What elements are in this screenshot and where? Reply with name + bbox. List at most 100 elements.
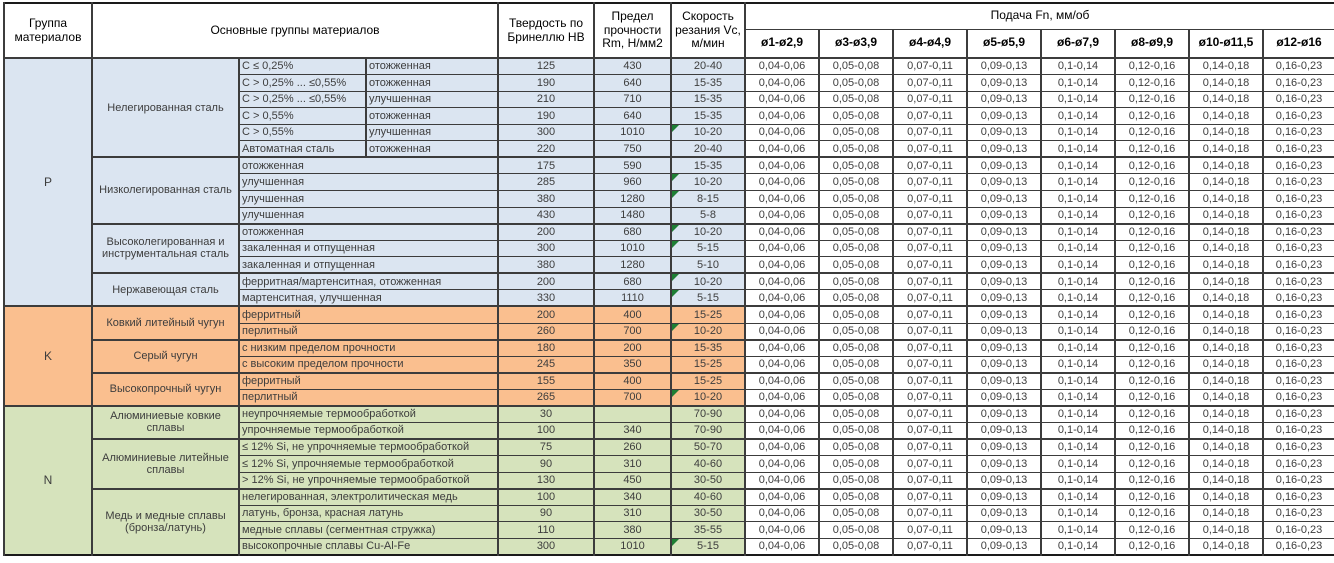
table-row: Высокопрочный чугун ферритный 155 400 15-25 0… bbox=[4, 371, 1334, 407]
cell-feed-value: 0,14-0,18 bbox=[1188, 537, 1264, 556]
cell-feed-value: 0,14-0,18 bbox=[1188, 421, 1264, 440]
cell-feed-value: 0,07-0,11 bbox=[892, 388, 968, 407]
table-row: Серый чугун с низким пределом прочности 18… bbox=[4, 338, 1334, 374]
cell-strength-rm: 1110 bbox=[593, 289, 672, 307]
cell-feed-value: 0,04-0,06 bbox=[744, 90, 820, 109]
cell-material-description: неупрочняемые термообработкой bbox=[238, 404, 499, 423]
cell-feed-value: 0,1-0,14 bbox=[1040, 107, 1116, 125]
cell-feed-value: 0,04-0,06 bbox=[744, 57, 820, 76]
cell-feed-value: 0,14-0,18 bbox=[1188, 57, 1264, 76]
cell-feed-value: 0,16-0,23 bbox=[1261, 487, 1334, 506]
cell-feed-value: 0,05-0,08 bbox=[818, 173, 894, 191]
cell-feed-value: 0,14-0,18 bbox=[1188, 289, 1264, 307]
cell-feed-value: 0,12-0,16 bbox=[1114, 107, 1190, 125]
cell-hardness-hb: 110 bbox=[497, 521, 595, 539]
cell-hardness-hb: 190 bbox=[497, 107, 595, 125]
cell-feed-value: 0,04-0,06 bbox=[744, 404, 820, 423]
cell-material-spec: C ≤ 0,25% bbox=[238, 57, 367, 76]
cell-feed-value: 0,16-0,23 bbox=[1261, 388, 1334, 407]
cell-strength-rm: 310 bbox=[593, 504, 672, 523]
cell-hardness-hb: 90 bbox=[497, 455, 595, 473]
cell-feed-value: 0,09-0,13 bbox=[966, 388, 1042, 407]
cell-strength-rm: 960 bbox=[593, 173, 672, 191]
cell-feed-value: 0,14-0,18 bbox=[1188, 256, 1264, 274]
cell-material-section: Высокопрочный чугун bbox=[91, 371, 240, 407]
cell-hardness-hb: 260 bbox=[497, 322, 595, 341]
cell-feed-value: 0,04-0,06 bbox=[744, 173, 820, 191]
cell-hardness-hb: 175 bbox=[497, 156, 595, 175]
cell-feed-value: 0,14-0,18 bbox=[1188, 371, 1264, 390]
cell-feed-value: 0,16-0,23 bbox=[1261, 437, 1334, 456]
cell-hardness-hb: 245 bbox=[497, 355, 595, 374]
cell-feed-value: 0,12-0,16 bbox=[1114, 289, 1190, 307]
cell-strength-rm: 260 bbox=[593, 437, 672, 456]
cell-feed-value: 0,14-0,18 bbox=[1188, 355, 1264, 374]
cell-feed-value: 0,1-0,14 bbox=[1040, 388, 1116, 407]
table-row: перлитный 260 700 10-20 0,04-0,06 0,05-0,08 0,… bbox=[4, 322, 1334, 341]
cell-cutting-speed-vc: 30-50 bbox=[670, 471, 746, 490]
cell-feed-value: 0,1-0,14 bbox=[1040, 487, 1116, 506]
note-triangle-icon bbox=[673, 290, 679, 298]
table-row: высокопрочные сплавы Cu-Al-Fe 300 1010 5-15… bbox=[4, 537, 1334, 556]
cell-feed-value: 0,12-0,16 bbox=[1114, 256, 1190, 274]
note-triangle-icon bbox=[673, 174, 679, 182]
cell-feed-value: 0,16-0,23 bbox=[1261, 123, 1334, 142]
cell-feed-value: 0,1-0,14 bbox=[1040, 537, 1116, 556]
cell-strength-rm: 640 bbox=[593, 74, 672, 92]
cell-feed-value: 0,05-0,08 bbox=[818, 107, 894, 125]
header-diameter-7: ø10-ø11,5 bbox=[1188, 28, 1264, 59]
cell-feed-value: 0,07-0,11 bbox=[892, 471, 968, 490]
cell-feed-value: 0,16-0,23 bbox=[1261, 57, 1334, 76]
cell-hardness-hb: 90 bbox=[497, 504, 595, 523]
cell-feed-value: 0,1-0,14 bbox=[1040, 272, 1116, 291]
cell-feed-value: 0,14-0,18 bbox=[1188, 90, 1264, 109]
cell-strength-rm: 340 bbox=[593, 421, 672, 440]
cell-feed-value: 0,07-0,11 bbox=[892, 256, 968, 274]
cell-feed-value: 0,12-0,16 bbox=[1114, 521, 1190, 539]
cell-cutting-speed-vc: 10-20 bbox=[670, 272, 746, 291]
cell-feed-value: 0,09-0,13 bbox=[966, 487, 1042, 506]
cell-feed-value: 0,14-0,18 bbox=[1188, 107, 1264, 125]
cell-feed-value: 0,09-0,13 bbox=[966, 206, 1042, 225]
cell-feed-value: 0,16-0,23 bbox=[1261, 471, 1334, 490]
cell-feed-value: 0,05-0,08 bbox=[818, 222, 894, 241]
cell-cutting-speed-vc: 40-60 bbox=[670, 487, 746, 506]
header-diameter-8: ø12-ø16 bbox=[1261, 28, 1334, 59]
cell-cutting-speed-vc: 20-40 bbox=[670, 57, 746, 76]
cell-feed-value: 0,12-0,16 bbox=[1114, 421, 1190, 440]
table-row: Автоматная сталь отожженная 220 750 20-40 0,0… bbox=[4, 140, 1334, 158]
cell-feed-value: 0,1-0,14 bbox=[1040, 173, 1116, 191]
header-row-diameters: ø1-ø2,9 ø3-ø3,9 ø4-ø4,9 ø5-ø5,9 ø6-ø7,9 … bbox=[4, 28, 1334, 59]
cell-feed-value: 0,09-0,13 bbox=[966, 289, 1042, 307]
cell-feed-value: 0,1-0,14 bbox=[1040, 521, 1116, 539]
cell-feed-value: 0,04-0,06 bbox=[744, 355, 820, 374]
cell-hardness-hb: 380 bbox=[497, 190, 595, 208]
cell-feed-value: 0,05-0,08 bbox=[818, 57, 894, 76]
header-feed-title: Подача Fn, мм/об bbox=[743, 2, 1334, 30]
cell-material-description: закаленная и отпущенная bbox=[238, 239, 499, 258]
cell-cutting-speed-vc: 15-25 bbox=[670, 305, 746, 324]
cell-feed-value: 0,1-0,14 bbox=[1040, 90, 1116, 109]
table-row: Медь и медные сплавы (бронза/латунь) неле… bbox=[4, 487, 1334, 556]
cell-feed-value: 0,09-0,13 bbox=[966, 471, 1042, 490]
cell-feed-value: 0,07-0,11 bbox=[892, 404, 968, 423]
cell-feed-value: 0,1-0,14 bbox=[1040, 504, 1116, 523]
cell-feed-value: 0,14-0,18 bbox=[1188, 504, 1264, 523]
cell-hardness-hb: 265 bbox=[497, 388, 595, 407]
table-row: K Ковкий литейный чугун ферритный 200 400 15-… bbox=[3, 305, 1334, 407]
cell-feed-value: 0,07-0,11 bbox=[892, 487, 968, 506]
cell-group-letter: N bbox=[3, 404, 93, 556]
cell-feed-value: 0,12-0,16 bbox=[1114, 173, 1190, 191]
cell-strength-rm: 1280 bbox=[593, 190, 672, 208]
cell-feed-value: 0,16-0,23 bbox=[1261, 338, 1334, 357]
cell-strength-rm: 1280 bbox=[593, 256, 672, 274]
header-row-top: Группа материалов Основные группы матери… bbox=[3, 2, 1334, 59]
cell-strength-rm: 680 bbox=[593, 272, 672, 291]
cell-feed-value: 0,09-0,13 bbox=[966, 123, 1042, 142]
cell-feed-value: 0,04-0,06 bbox=[744, 140, 820, 158]
note-triangle-icon bbox=[673, 191, 679, 198]
cell-feed-value: 0,1-0,14 bbox=[1040, 455, 1116, 473]
cell-feed-value: 0,07-0,11 bbox=[892, 455, 968, 473]
cell-feed-value: 0,1-0,14 bbox=[1040, 471, 1116, 490]
cell-feed-value: 0,05-0,08 bbox=[818, 239, 894, 258]
